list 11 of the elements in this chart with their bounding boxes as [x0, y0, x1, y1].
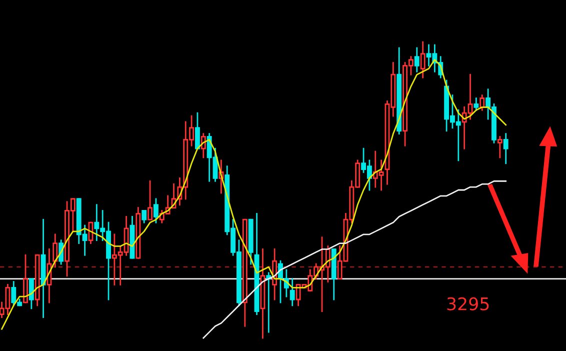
candlestick	[503, 133, 508, 164]
candlestick	[396, 47, 402, 134]
annotation: 3295	[447, 297, 489, 310]
candlestick	[480, 94, 485, 111]
candlestick	[40, 218, 46, 318]
candlestick	[254, 212, 260, 315]
candlestick	[290, 278, 295, 306]
candlestick	[497, 136, 502, 158]
candlestick	[260, 248, 266, 339]
candlestick	[52, 234, 58, 268]
candlestick	[414, 47, 420, 72]
